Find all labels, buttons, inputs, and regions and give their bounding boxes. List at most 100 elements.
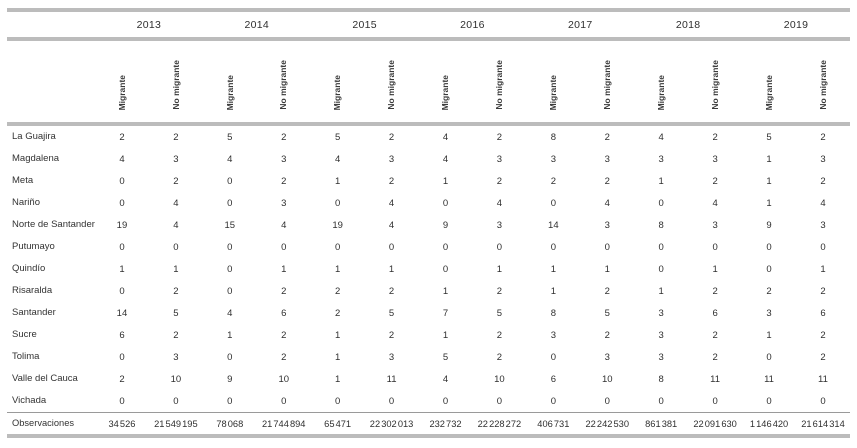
observations-cell: 21 549 195 [148, 412, 203, 438]
data-cell: 2 [281, 285, 287, 297]
data-cell: 4 [388, 219, 395, 231]
data-cell: 8 [658, 373, 664, 385]
data-cell: 15 [224, 219, 236, 231]
rotated-column-label: Migrante [116, 74, 127, 110]
data-cell: 0 [119, 241, 125, 253]
column-header-migrante: Migrante [742, 39, 796, 126]
data-cell: 3 [388, 153, 395, 165]
data-cell: 0 [550, 197, 556, 209]
data-cell: 1 [335, 329, 341, 341]
data-cell: 2 [712, 285, 718, 297]
data-cell: 14 [548, 219, 559, 231]
year-header: 2017 [526, 8, 635, 41]
data-cell: 0 [658, 241, 664, 253]
data-cell: 0 [766, 263, 772, 275]
data-cell: 0 [119, 395, 125, 407]
data-cell: 1 [335, 263, 341, 275]
corner-cell [7, 8, 95, 41]
year-header: 2014 [202, 8, 311, 41]
rotated-column-label: No migrante [386, 60, 397, 110]
data-cell: 2 [820, 285, 826, 297]
data-cell: 10 [494, 373, 505, 385]
column-header-migrante: Migrante [526, 39, 581, 126]
data-cell: 3 [281, 153, 287, 165]
column-header-no-migrante: No migrante [688, 39, 743, 126]
column-header-no-migrante: No migrante [472, 39, 527, 126]
data-cell: 0 [496, 395, 503, 407]
table-row: Magdalena 4 3 4 3 4 3 4 3 3 3 3 3 1 3 [7, 148, 850, 170]
data-cell: 4 [442, 153, 449, 165]
data-cell: 4 [712, 197, 718, 209]
data-cell: 6 [820, 307, 826, 319]
data-cell: 2 [496, 329, 503, 341]
data-cell: 1 [335, 351, 341, 363]
data-cell: 3 [388, 351, 395, 363]
data-cell: 9 [442, 219, 449, 231]
data-cell: 2 [335, 307, 341, 319]
column-header-no-migrante: No migrante [256, 39, 311, 126]
data-cell: 3 [766, 307, 772, 319]
data-cell: 3 [712, 219, 718, 231]
table-row: Sucre 6 2 1 2 1 2 1 2 3 2 3 2 1 2 [7, 324, 850, 346]
data-cell: 2 [820, 175, 826, 187]
data-cell: 3 [658, 153, 664, 165]
column-header-migrante: Migrante [202, 39, 257, 126]
data-cell: 1 [658, 285, 664, 297]
data-cell: 0 [604, 395, 610, 407]
year-header: 2013 [95, 8, 203, 41]
data-cell: 0 [335, 395, 341, 407]
data-cell: 0 [335, 197, 341, 209]
column-header-migrante: Migrante [418, 39, 473, 126]
data-cell: 11 [386, 373, 397, 385]
data-cell: 11 [710, 373, 721, 385]
row-label: Vichada [12, 394, 47, 406]
data-cell: 3 [820, 153, 826, 165]
observations-cell: 22 242 530 [580, 412, 635, 438]
data-cell: 3 [658, 307, 664, 319]
observations-cell: 65 471 [310, 412, 365, 438]
data-cell: 10 [278, 373, 290, 385]
data-cell: 3 [550, 329, 556, 341]
data-cell: 1 [550, 285, 556, 297]
data-cell: 1 [550, 263, 556, 275]
data-cell: 0 [820, 395, 826, 407]
row-label: Sucre [12, 328, 37, 340]
data-cell: 3 [712, 153, 718, 165]
data-cell: 3 [820, 219, 826, 231]
data-cell: 1 [766, 175, 772, 187]
rotated-column-label: No migrante [602, 60, 612, 110]
data-cell: 10 [170, 373, 182, 385]
table-row: Meta 0 2 0 2 1 2 1 2 2 2 1 2 1 2 [7, 170, 850, 192]
data-cell: 0 [173, 241, 179, 253]
data-cell: 9 [227, 373, 233, 385]
rotated-column-label: No migrante [494, 60, 505, 110]
row-label: Norte de Santander [12, 218, 95, 230]
rotated-column-label: Migrante [763, 74, 774, 110]
row-label: Santander [12, 306, 56, 318]
table-row: Putumayo 0 0 0 0 0 0 0 0 0 0 0 0 0 0 [7, 236, 850, 258]
data-cell: 0 [388, 241, 395, 253]
observations-cell: 861 381 [634, 412, 689, 438]
data-cell: 1 [335, 373, 341, 385]
data-cell: 1 [335, 175, 341, 187]
data-cell: 4 [281, 219, 287, 231]
data-cell: 2 [712, 351, 718, 363]
table-row: Tolima 0 3 0 2 1 3 5 2 0 3 3 2 0 2 [7, 346, 850, 368]
year-header: 2019 [742, 8, 850, 41]
data-cell: 5 [766, 131, 772, 143]
data-cell: 0 [281, 241, 287, 253]
data-cell: 2 [388, 285, 395, 297]
data-cell: 3 [173, 153, 179, 165]
data-cell: 19 [116, 219, 128, 231]
data-cell: 0 [442, 395, 449, 407]
table-row: Risaralda 0 2 0 2 2 2 1 2 1 2 1 2 2 2 [7, 280, 850, 302]
table-row: Valle del Cauca 2 10 9 10 1 11 4 10 6 10 8 11 11 11 [7, 368, 850, 390]
data-cell: 2 [604, 329, 610, 341]
data-cell: 1 [442, 329, 449, 341]
data-cell: 3 [604, 153, 610, 165]
data-cell: 3 [496, 219, 503, 231]
observations-cell: 232 732 [418, 412, 473, 438]
table-row: Vichada 0 0 0 0 0 0 0 0 0 0 0 0 0 0 [7, 390, 850, 413]
data-cell: 11 [764, 373, 774, 385]
